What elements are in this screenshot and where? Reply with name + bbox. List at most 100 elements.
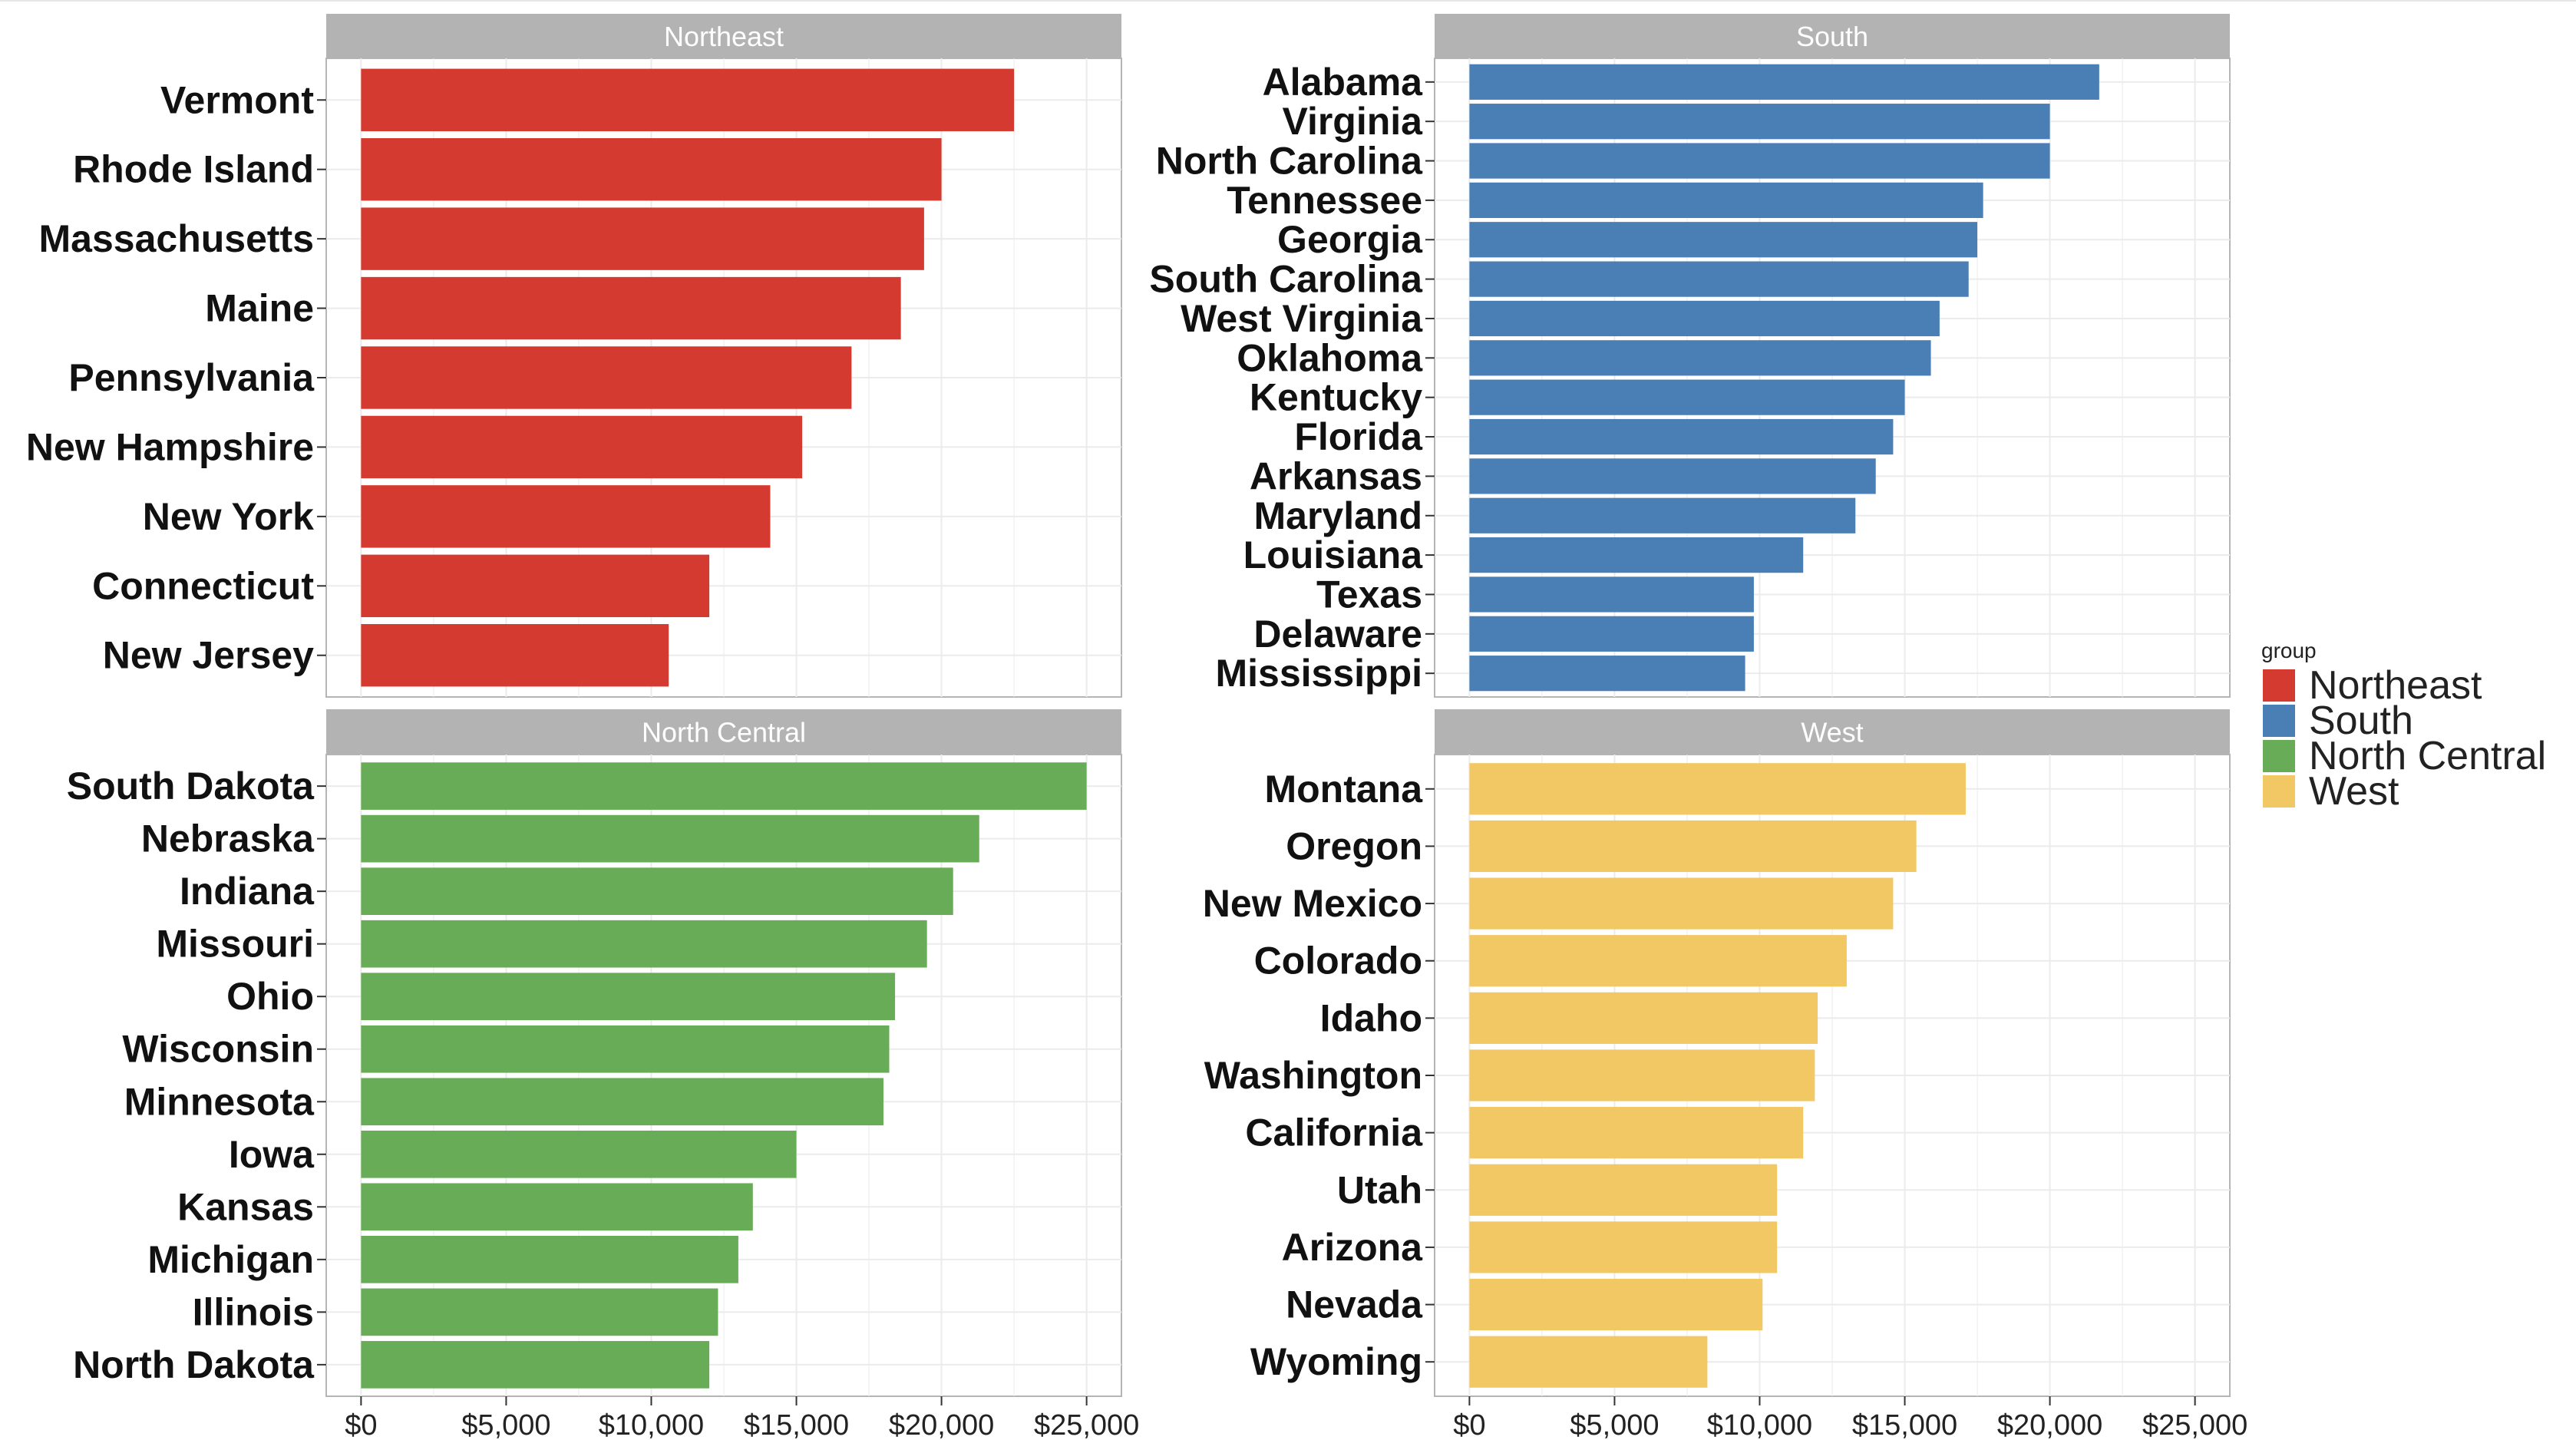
- facet-strip-label: South: [1796, 21, 1868, 52]
- bar-texas: [1469, 576, 1754, 613]
- bar-mississippi: [1469, 656, 1745, 692]
- category-label-ohio: Ohio: [226, 975, 314, 1018]
- bar-iowa: [361, 1130, 797, 1178]
- bar-kansas: [361, 1183, 753, 1231]
- bar-new-mexico: [1469, 877, 1894, 930]
- x-tick-label: $10,000: [1707, 1409, 1812, 1440]
- category-label-south-carolina: South Carolina: [1149, 258, 1423, 301]
- legend-label-north-central: North Central: [2309, 734, 2546, 778]
- category-label-michigan: Michigan: [147, 1238, 314, 1281]
- category-label-delaware: Delaware: [1253, 613, 1422, 656]
- x-tick-label: $25,000: [1034, 1409, 1139, 1440]
- facet-strip: [1435, 14, 2230, 58]
- category-label-nebraska: Nebraska: [141, 817, 315, 860]
- x-tick-label: $15,000: [1852, 1409, 1957, 1440]
- category-label-new-hampshire: New Hampshire: [26, 425, 314, 468]
- category-label-illinois: Illinois: [193, 1290, 314, 1333]
- category-label-colorado: Colorado: [1254, 940, 1422, 983]
- category-label-massachusetts: Massachusetts: [39, 217, 315, 260]
- bar-georgia: [1469, 222, 1978, 258]
- category-label-idaho: Idaho: [1320, 996, 1422, 1039]
- bar-south-dakota: [361, 762, 1087, 810]
- legend-label-south: South: [2309, 699, 2413, 743]
- category-label-wyoming: Wyoming: [1250, 1340, 1422, 1383]
- bar-connecticut: [361, 554, 710, 617]
- bar-montana: [1469, 763, 1966, 815]
- bar-oklahoma: [1469, 340, 1931, 376]
- bar-maine: [361, 276, 901, 340]
- facet-strip: [1435, 709, 2230, 755]
- bar-kentucky: [1469, 379, 1905, 415]
- facet-strip: [326, 709, 1121, 755]
- bar-illinois: [361, 1288, 718, 1336]
- category-label-arizona: Arizona: [1282, 1226, 1424, 1269]
- category-label-new-mexico: New Mexico: [1203, 882, 1422, 925]
- legend-key-north-central: [2263, 740, 2295, 772]
- bar-minnesota: [361, 1078, 883, 1126]
- bar-florida: [1469, 418, 1894, 455]
- category-label-kansas: Kansas: [177, 1185, 314, 1228]
- legend-key-west: [2263, 775, 2295, 808]
- bar-wyoming: [1469, 1336, 1708, 1388]
- category-label-north-carolina: North Carolina: [1156, 140, 1423, 183]
- category-label-texas: Texas: [1316, 573, 1422, 616]
- panel-northeast: Northeast Vermont Rhode Island Massachusett…: [26, 14, 1122, 698]
- x-tick-label: $10,000: [599, 1409, 704, 1440]
- legend-title: group: [2261, 639, 2317, 662]
- category-label-arkansas: Arkansas: [1250, 454, 1422, 497]
- bar-south-carolina: [1469, 261, 1969, 297]
- x-tick-label: $5,000: [461, 1409, 550, 1440]
- bar-pennsylvania: [361, 346, 852, 409]
- bar-rhode-island: [361, 138, 942, 201]
- panel-west: West Montana Oregon New Mexico Colorado Idaho…: [1203, 709, 2247, 1440]
- facet-strip-label: West: [1801, 717, 1863, 748]
- legend-key-northeast: [2263, 669, 2295, 702]
- category-label-wisconsin: Wisconsin: [122, 1028, 314, 1071]
- x-tick-label: $0: [1453, 1409, 1485, 1440]
- category-label-tennessee: Tennessee: [1227, 179, 1422, 222]
- bar-arizona: [1469, 1221, 1778, 1273]
- facet-strip-label: North Central: [642, 717, 806, 748]
- bar-maryland: [1469, 497, 1856, 533]
- legend-label-west: West: [2309, 769, 2399, 814]
- bar-new-york: [361, 485, 771, 548]
- bar-colorado: [1469, 935, 1847, 987]
- category-label-indiana: Indiana: [180, 870, 315, 913]
- category-label-vermont: Vermont: [160, 78, 314, 121]
- category-label-virginia: Virginia: [1283, 100, 1424, 143]
- x-tick-label: $25,000: [2142, 1409, 2247, 1440]
- bar-washington: [1469, 1049, 1815, 1101]
- bar-vermont: [361, 68, 1015, 131]
- legend-label-northeast: Northeast: [2309, 663, 2482, 708]
- bar-louisiana: [1469, 537, 1804, 573]
- legend-key-south: [2263, 705, 2295, 737]
- bar-virginia: [1469, 104, 2050, 140]
- bar-new-hampshire: [361, 415, 803, 479]
- bar-tennessee: [1469, 182, 1983, 218]
- facet-strip: [326, 14, 1121, 58]
- bar-ohio: [361, 973, 896, 1021]
- category-label-montana: Montana: [1264, 768, 1423, 811]
- bar-north-carolina: [1469, 143, 2050, 179]
- bar-massachusetts: [361, 207, 924, 270]
- bar-wisconsin: [361, 1025, 890, 1073]
- category-label-florida: Florida: [1294, 415, 1423, 458]
- category-label-kentucky: Kentucky: [1250, 376, 1422, 419]
- bar-california: [1469, 1107, 1804, 1159]
- category-label-california: California: [1245, 1111, 1423, 1154]
- category-label-west-virginia: West Virginia: [1181, 297, 1423, 340]
- category-label-oregon: Oregon: [1286, 824, 1422, 867]
- bar-arkansas: [1469, 458, 1876, 494]
- category-label-maine: Maine: [205, 287, 314, 330]
- category-label-maryland: Maryland: [1253, 494, 1422, 537]
- x-tick-label: $15,000: [744, 1409, 849, 1440]
- panel-north-central: North Central South Dakota Nebraska Indiana…: [67, 709, 1139, 1440]
- category-label-new-jersey: New Jersey: [103, 634, 314, 677]
- bar-delaware: [1469, 616, 1754, 652]
- category-label-rhode-island: Rhode Island: [73, 148, 314, 191]
- bar-alabama: [1469, 64, 2099, 100]
- category-label-washington: Washington: [1204, 1054, 1422, 1097]
